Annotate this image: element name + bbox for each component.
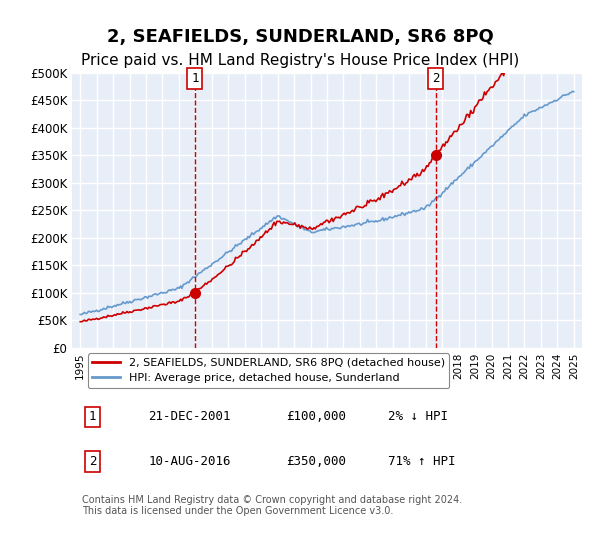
Text: 2: 2: [89, 455, 96, 468]
Text: 2, SEAFIELDS, SUNDERLAND, SR6 8PQ: 2, SEAFIELDS, SUNDERLAND, SR6 8PQ: [107, 28, 493, 46]
Text: 21-DEC-2001: 21-DEC-2001: [149, 410, 231, 423]
Text: 2: 2: [432, 72, 439, 85]
Legend: 2, SEAFIELDS, SUNDERLAND, SR6 8PQ (detached house), HPI: Average price, detached: 2, SEAFIELDS, SUNDERLAND, SR6 8PQ (detac…: [88, 353, 449, 388]
Text: 1: 1: [191, 72, 199, 85]
Text: Price paid vs. HM Land Registry's House Price Index (HPI): Price paid vs. HM Land Registry's House …: [81, 53, 519, 68]
Text: 10-AUG-2016: 10-AUG-2016: [149, 455, 231, 468]
Text: £350,000: £350,000: [286, 455, 346, 468]
Text: 1: 1: [89, 410, 96, 423]
Text: £100,000: £100,000: [286, 410, 346, 423]
Text: Contains HM Land Registry data © Crown copyright and database right 2024.
This d: Contains HM Land Registry data © Crown c…: [82, 495, 463, 516]
Text: 71% ↑ HPI: 71% ↑ HPI: [388, 455, 456, 468]
Text: 2% ↓ HPI: 2% ↓ HPI: [388, 410, 448, 423]
